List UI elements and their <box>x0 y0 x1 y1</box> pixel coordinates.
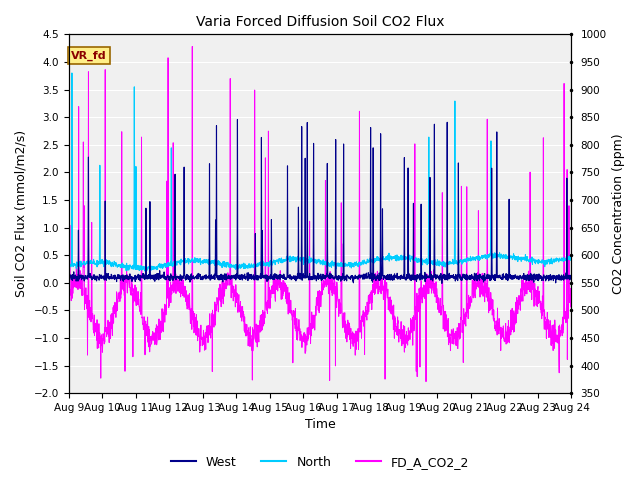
Title: Varia Forced Diffusion Soil CO2 Flux: Varia Forced Diffusion Soil CO2 Flux <box>196 15 444 29</box>
Y-axis label: Soil CO2 Flux (mmol/m2/s): Soil CO2 Flux (mmol/m2/s) <box>15 130 28 297</box>
Legend: West, North, FD_A_CO2_2: West, North, FD_A_CO2_2 <box>166 451 474 474</box>
Y-axis label: CO2 Concentration (ppm): CO2 Concentration (ppm) <box>612 133 625 294</box>
Text: VR_fd: VR_fd <box>71 50 107 61</box>
X-axis label: Time: Time <box>305 419 335 432</box>
